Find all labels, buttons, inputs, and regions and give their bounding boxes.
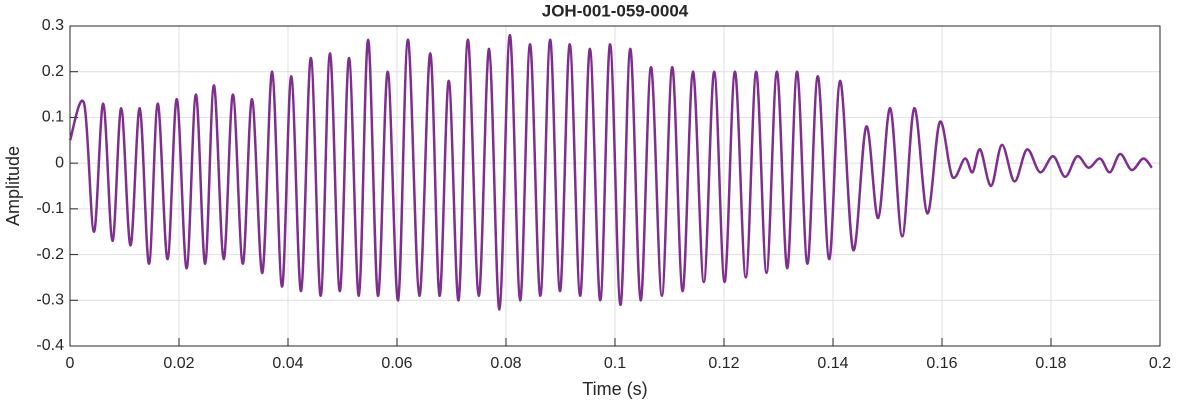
y-axis-label: Amplitude [3,146,23,226]
x-tick-label: 0.1 [604,355,626,372]
x-tick-label: 0.18 [1035,355,1066,372]
waveform-line [68,33,1153,311]
x-tick-label: 0.2 [1149,355,1171,372]
y-tick-label: -0.2 [36,246,64,263]
x-tick-label: 0.04 [272,355,303,372]
x-tick-label: 0 [66,355,75,372]
y-tick-label: 0.1 [42,109,64,126]
x-tick-label: 0.12 [708,355,739,372]
x-tick-label: 0.06 [381,355,412,372]
y-tick-label: 0.3 [42,17,64,34]
x-tick-label: 0.02 [163,355,194,372]
y-tick-label: -0.4 [36,337,64,354]
y-tick-label: 0.2 [42,63,64,80]
x-axis-label: Time (s) [582,379,647,399]
x-tick-label: 0.16 [926,355,957,372]
axes-box [69,25,1161,347]
x-tick-label: 0.08 [490,355,521,372]
y-tick-label: -0.1 [36,200,64,217]
x-tick-label: 0.14 [817,355,848,372]
y-tick-label: -0.3 [36,292,64,309]
chart-title: JOH-001-059-0004 [542,1,689,20]
y-tick-label: 0 [55,154,64,171]
